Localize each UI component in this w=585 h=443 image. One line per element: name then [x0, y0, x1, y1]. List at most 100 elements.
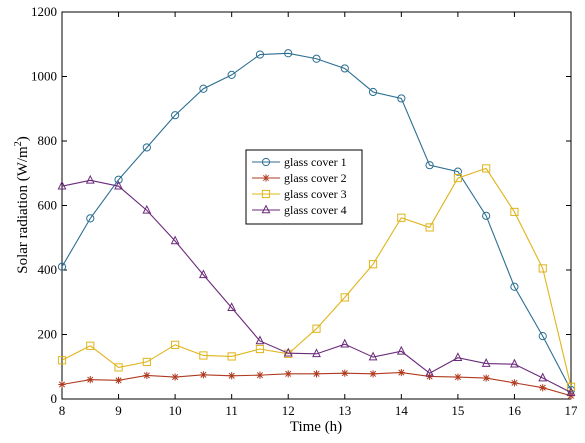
legend-marker-glass-cover-3 — [261, 189, 271, 199]
data-point-glass-cover-3 — [425, 223, 434, 232]
data-point-glass-cover-1 — [425, 161, 434, 170]
x-axis-title: Time (h) — [290, 419, 342, 435]
x-tick-label: 9 — [115, 403, 122, 418]
data-point-glass-cover-1 — [510, 282, 519, 291]
y-tick-label: 1000 — [31, 69, 57, 84]
data-point-glass-cover-4 — [566, 387, 576, 396]
x-tick-label: 14 — [395, 403, 409, 418]
data-point-glass-cover-3 — [566, 382, 576, 391]
legend: glass cover 1 glass cover 2 glass cover 3 g… — [245, 149, 363, 225]
data-point-glass-cover-1 — [538, 332, 547, 341]
data-point-glass-cover-3 — [199, 351, 208, 360]
data-point-glass-cover-3 — [453, 173, 462, 183]
y-axis-title-main: Solar radiation (W/m — [15, 146, 31, 274]
legend-label-glass-cover-3: glass cover 3 — [284, 187, 347, 201]
data-point-glass-cover-1 — [171, 111, 180, 120]
series-glass-cover-1 — [57, 49, 576, 395]
data-point-glass-cover-2 — [228, 372, 236, 380]
data-point-glass-cover-1 — [368, 87, 378, 97]
data-point-glass-cover-4 — [114, 180, 123, 190]
data-point-glass-cover-4 — [170, 235, 180, 245]
y-tick-label: 800 — [38, 133, 58, 148]
data-point-glass-cover-2 — [256, 371, 264, 379]
data-point-glass-cover-1 — [312, 54, 321, 63]
legend-label-glass-cover-4: glass cover 4 — [284, 203, 347, 217]
data-point-glass-cover-4 — [198, 269, 208, 279]
data-point-glass-cover-1 — [284, 49, 293, 58]
data-point-glass-cover-1 — [397, 94, 406, 103]
data-point-glass-cover-3 — [142, 357, 151, 367]
data-point-glass-cover-4 — [340, 338, 350, 348]
x-tick-label: 11 — [225, 403, 238, 418]
legend-label-glass-cover-1: glass cover 1 — [284, 155, 347, 169]
data-point-glass-cover-2 — [341, 369, 349, 377]
data-point-glass-cover-1 — [199, 84, 208, 93]
data-point-glass-cover-4 — [142, 204, 152, 214]
data-point-glass-cover-4 — [57, 180, 67, 190]
data-point-glass-cover-2 — [58, 380, 66, 389]
data-point-glass-cover-3 — [57, 356, 67, 365]
data-point-glass-cover-4 — [453, 352, 463, 362]
data-point-glass-cover-3 — [86, 341, 95, 350]
legend-label-glass-cover-2: glass cover 2 — [284, 171, 347, 185]
data-point-glass-cover-2 — [369, 370, 377, 378]
data-point-glass-cover-3 — [510, 207, 519, 217]
data-point-glass-cover-3 — [312, 324, 321, 333]
data-point-glass-cover-4 — [283, 347, 293, 357]
data-point-glass-cover-1 — [227, 70, 236, 79]
data-point-glass-cover-2 — [539, 384, 547, 392]
y-tick-label: 0 — [51, 391, 58, 406]
y-tick-label: 200 — [38, 327, 58, 342]
series-line-glass-cover-1 — [61, 52, 572, 391]
data-point-glass-cover-2 — [510, 379, 519, 387]
data-point-glass-cover-2 — [482, 374, 490, 382]
data-point-glass-cover-4 — [510, 358, 519, 368]
data-point-glass-cover-4 — [312, 348, 321, 358]
data-point-glass-cover-3 — [538, 264, 547, 273]
data-point-glass-cover-2 — [312, 370, 321, 378]
x-tick-label: 13 — [338, 403, 351, 418]
x-tick-label: 15 — [451, 403, 464, 418]
data-point-glass-cover-4 — [85, 174, 95, 184]
data-point-glass-cover-3 — [227, 352, 236, 361]
series-glass-cover-4 — [57, 174, 576, 396]
y-tick-label: 1200 — [31, 4, 57, 19]
data-point-glass-cover-1 — [255, 50, 265, 59]
y-axis-title: Solar radiation (W/m2) — [13, 136, 31, 273]
series-glass-cover-2 — [58, 368, 575, 400]
data-point-glass-cover-2 — [199, 371, 207, 379]
data-point-glass-cover-2 — [86, 376, 94, 384]
x-tick-label: 10 — [169, 403, 182, 418]
y-tick-label: 600 — [38, 198, 58, 213]
series-glass-cover-3 — [57, 164, 576, 391]
y-axis-ticks: 0 200 400 600 800 1000 1200 — [31, 4, 571, 406]
data-point-glass-cover-2 — [114, 376, 123, 384]
data-point-glass-cover-1 — [453, 167, 462, 176]
data-point-glass-cover-2 — [171, 373, 179, 381]
data-point-glass-cover-1 — [86, 214, 95, 223]
x-tick-label: 8 — [59, 403, 66, 418]
data-point-glass-cover-2 — [454, 373, 462, 381]
data-point-glass-cover-3 — [340, 293, 349, 302]
x-tick-label: 16 — [508, 403, 522, 418]
legend-marker-glass-cover-2 — [262, 174, 270, 182]
data-point-glass-cover-4 — [368, 351, 378, 361]
legend-marker-glass-cover-1 — [261, 157, 271, 167]
data-point-glass-cover-1 — [340, 64, 349, 73]
data-point-glass-cover-2 — [397, 368, 405, 377]
data-point-glass-cover-1 — [482, 211, 491, 220]
data-point-glass-cover-3 — [114, 363, 123, 372]
data-point-glass-cover-1 — [114, 175, 123, 184]
data-point-glass-cover-2 — [284, 370, 292, 378]
data-point-glass-cover-4 — [255, 335, 265, 345]
data-point-glass-cover-4 — [227, 302, 237, 312]
x-tick-label: 17 — [565, 403, 579, 418]
x-axis-ticks: 8 9 10 11 12 13 14 15 16 17 — [59, 12, 578, 418]
series-line-glass-cover-4 — [61, 179, 572, 394]
data-point-glass-cover-3 — [284, 349, 293, 358]
y-axis-title-sup: 2 — [13, 141, 24, 146]
data-point-glass-cover-4 — [396, 345, 406, 355]
series-layer — [57, 49, 576, 400]
data-point-glass-cover-4 — [425, 367, 435, 377]
